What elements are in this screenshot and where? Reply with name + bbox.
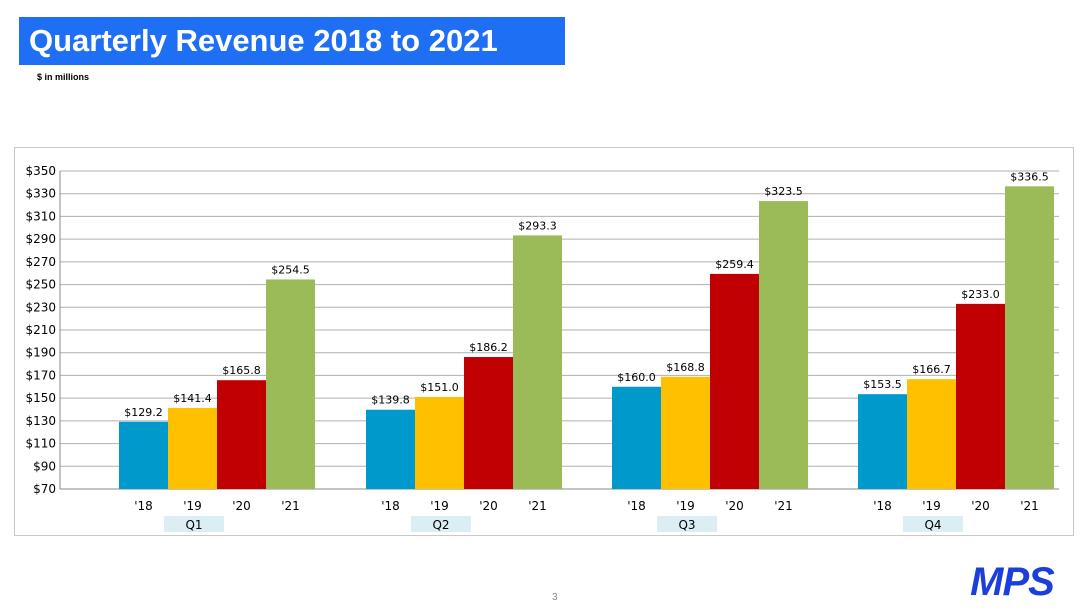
data-label: $139.8 xyxy=(371,394,410,407)
bar xyxy=(119,421,168,489)
logo-text: MPS xyxy=(970,562,1055,600)
bar xyxy=(759,201,808,489)
data-label: $129.2 xyxy=(124,406,163,419)
group-label: Q4 xyxy=(924,518,941,532)
y-tick-label: $110 xyxy=(25,437,56,451)
bar xyxy=(858,394,907,489)
bar xyxy=(661,376,710,489)
bar xyxy=(710,273,759,489)
y-tick-label: $290 xyxy=(25,232,56,246)
data-label: $160.0 xyxy=(617,371,656,384)
x-tick-label: '19 xyxy=(922,499,941,513)
x-tick-label: '20 xyxy=(232,499,251,513)
y-tick-label: $90 xyxy=(33,459,56,473)
group-label-box xyxy=(657,516,717,532)
revenue-bar-chart: $70 $90 $110 $130 $150 $170 $190 $210 $230 $250 $2… xyxy=(25,164,1059,532)
x-tick-label: '20 xyxy=(971,499,990,513)
bar xyxy=(513,235,562,489)
page-number: 3 xyxy=(552,592,558,603)
x-tick-label: '19 xyxy=(430,499,449,513)
group-label-box xyxy=(903,516,963,532)
x-tick-label: '21 xyxy=(528,499,547,513)
x-tick-label: '18 xyxy=(381,499,400,513)
y-tick-label: $230 xyxy=(25,300,56,314)
y-tick-label: $270 xyxy=(25,255,56,269)
y-tick-label: $310 xyxy=(25,209,56,223)
x-tick-label: '19 xyxy=(676,499,695,513)
data-label: $233.0 xyxy=(961,288,1000,301)
x-tick-label: '21 xyxy=(281,499,300,513)
bar xyxy=(266,279,315,489)
data-label: $166.7 xyxy=(912,363,951,376)
page-title: Quarterly Revenue 2018 to 2021 xyxy=(29,23,498,58)
x-tick-label: '20 xyxy=(725,499,744,513)
data-label: $153.5 xyxy=(863,378,902,391)
y-tick-label: $210 xyxy=(25,323,56,337)
bar xyxy=(612,386,661,489)
x-tick-label: '21 xyxy=(1020,499,1039,513)
data-label: $323.5 xyxy=(764,185,803,198)
data-label: $259.4 xyxy=(715,258,754,271)
x-tick-label: '20 xyxy=(479,499,498,513)
bar xyxy=(415,397,464,489)
bar xyxy=(217,380,266,489)
data-label: $151.0 xyxy=(420,381,459,394)
bar xyxy=(366,409,415,489)
y-tick-label: $190 xyxy=(25,346,56,360)
x-tick-label: '18 xyxy=(627,499,646,513)
data-label: $293.3 xyxy=(518,219,557,232)
y-tick-label: $170 xyxy=(25,368,56,382)
x-tick-label: '21 xyxy=(774,499,793,513)
bar xyxy=(1005,186,1054,489)
units-subtitle: $ in millions xyxy=(37,72,90,82)
chart-frame: $70 $90 $110 $130 $150 $170 $190 $210 $230 $250 $2… xyxy=(14,147,1074,536)
x-tick-label: '18 xyxy=(873,499,892,513)
group-label-box xyxy=(164,516,224,532)
title-banner: Quarterly Revenue 2018 to 2021 xyxy=(19,17,565,65)
y-tick-label: $330 xyxy=(25,187,56,201)
group-label-box xyxy=(411,516,471,532)
data-label: $165.8 xyxy=(222,364,261,377)
y-tick-label: $250 xyxy=(25,278,56,292)
y-tick-label: $350 xyxy=(25,164,56,178)
data-label: $141.4 xyxy=(173,392,212,405)
bar xyxy=(464,357,513,489)
bar xyxy=(168,407,217,489)
mps-logo: MPS xyxy=(970,562,1056,600)
data-label: $254.5 xyxy=(271,263,310,276)
data-label: $186.2 xyxy=(469,341,508,354)
y-tick-label: $150 xyxy=(25,391,56,405)
data-label: $168.8 xyxy=(666,361,705,374)
y-tick-label: $130 xyxy=(25,414,56,428)
x-tick-label: '18 xyxy=(134,499,153,513)
bar xyxy=(907,379,956,489)
group-label: Q2 xyxy=(432,518,449,532)
bar xyxy=(956,303,1005,489)
group-label: Q3 xyxy=(678,518,695,532)
x-tick-label: '19 xyxy=(183,499,202,513)
group-label: Q1 xyxy=(185,518,202,532)
y-tick-label: $70 xyxy=(33,482,56,496)
data-label: $336.5 xyxy=(1010,170,1049,183)
